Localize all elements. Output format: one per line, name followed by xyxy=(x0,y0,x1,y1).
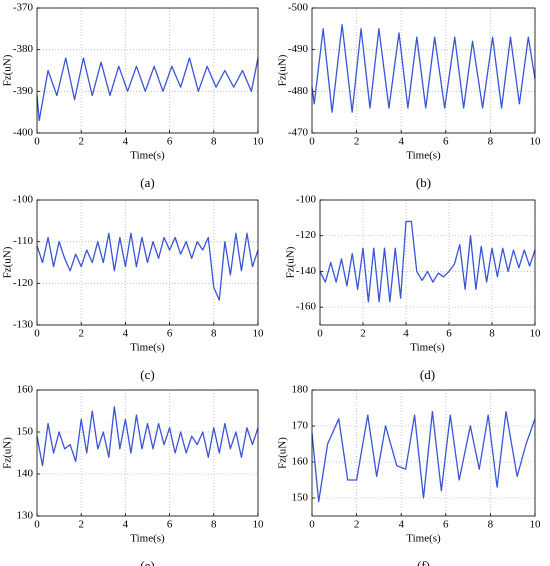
plot-frame xyxy=(319,199,536,326)
x-tick-label: 0 xyxy=(34,519,40,531)
x-tick-label: 2 xyxy=(360,328,366,340)
signal-line xyxy=(311,24,536,113)
plot-frame xyxy=(36,199,259,326)
x-axis-title: Time(s) xyxy=(130,342,165,354)
x-tick-label: 0 xyxy=(309,519,315,531)
panel: 0 2 4 6 8 10 -130 -120 -110 -100 Time(s) Fz(uN) (c) xyxy=(2,194,264,382)
panel-caption: (f) xyxy=(417,558,430,566)
panel-caption: (d) xyxy=(420,367,435,382)
x-tick-label: 4 xyxy=(403,328,409,340)
y-tick-label: 130 xyxy=(17,510,34,522)
y-axis-title: Fz(uN) xyxy=(2,246,14,278)
x-tick-label: 0 xyxy=(309,136,315,148)
y-tick-label: -400 xyxy=(13,127,34,139)
x-tick-label: 0 xyxy=(34,136,40,148)
y-tick-label: -470 xyxy=(288,127,309,139)
x-tick-label: 8 xyxy=(211,328,217,340)
x-tick-label: 8 xyxy=(489,328,495,340)
y-axis-title: Fz(uN) xyxy=(285,246,297,278)
x-tick-label: 6 xyxy=(167,328,173,340)
y-tick-label: -380 xyxy=(13,43,34,55)
x-tick-label: 8 xyxy=(211,519,217,531)
x-tick-label: 8 xyxy=(488,519,494,531)
x-tick-label: 10 xyxy=(530,136,542,148)
panel: 0 2 4 6 8 10 -470 -480 -490 -500 Time(s) Fz(uN) (b) xyxy=(277,2,541,190)
y-tick-label: -390 xyxy=(13,85,34,97)
x-tick-label: 6 xyxy=(167,519,173,531)
x-tick-label: 6 xyxy=(443,519,449,531)
y-axis-title: Fz(uN) xyxy=(2,54,14,86)
x-tick-label: 2 xyxy=(78,328,84,340)
panel: 0 2 4 6 8 10 -400 -390 -380 -370 Time(s) Fz(uN) (a) xyxy=(2,2,264,190)
signal-line xyxy=(36,232,259,301)
x-axis-title: Time(s) xyxy=(406,150,441,162)
x-tick-label: 0 xyxy=(34,328,40,340)
y-tick-label: 170 xyxy=(292,420,309,432)
signal-line xyxy=(319,220,536,303)
y-axis-title: Fz(uN) xyxy=(2,437,14,469)
y-axis-title: Fz(uN) xyxy=(277,54,289,86)
x-tick-label: 4 xyxy=(398,136,404,148)
x-tick-label: 2 xyxy=(78,519,84,531)
panel: 0 2 4 6 8 10 150 160 170 180 Time(s) Fz(uN) (f) xyxy=(277,384,541,566)
x-tick-label: 10 xyxy=(253,519,265,531)
y-axis-title: Fz(uN) xyxy=(277,437,289,469)
panel-caption: (e) xyxy=(140,558,154,566)
plot-frame xyxy=(36,389,259,517)
panel: 0 2 4 6 8 10 -160 -140 -120 -100 Time(s) Fz(uN) (d) xyxy=(285,194,541,382)
y-tick-label: -130 xyxy=(13,319,34,331)
x-tick-label: 4 xyxy=(123,136,129,148)
x-tick-label: 6 xyxy=(443,136,449,148)
panel-caption: (b) xyxy=(416,175,431,190)
x-tick-label: 4 xyxy=(123,519,129,531)
y-tick-label: -490 xyxy=(288,43,309,55)
x-axis-title: Time(s) xyxy=(410,342,445,354)
y-tick-label: -370 xyxy=(13,2,34,14)
x-tick-label: 6 xyxy=(167,136,173,148)
y-tick-label: 180 xyxy=(292,384,309,396)
x-tick-label: 4 xyxy=(123,328,129,340)
x-tick-label: 2 xyxy=(354,136,360,148)
panel-caption: (c) xyxy=(140,367,154,382)
x-tick-label: 6 xyxy=(446,328,452,340)
x-tick-label: 10 xyxy=(530,328,542,340)
y-tick-label: -160 xyxy=(296,301,317,313)
y-tick-label: -100 xyxy=(13,194,34,206)
y-tick-label: 140 xyxy=(17,468,34,480)
x-axis-title: Time(s) xyxy=(130,533,165,545)
x-tick-label: 10 xyxy=(253,136,265,148)
y-tick-label: -100 xyxy=(296,194,317,206)
x-tick-label: 10 xyxy=(530,519,542,531)
y-tick-label: 160 xyxy=(17,384,34,396)
x-tick-label: 4 xyxy=(398,519,404,531)
y-tick-label: -140 xyxy=(296,265,317,277)
x-axis-title: Time(s) xyxy=(130,150,165,162)
x-tick-label: 2 xyxy=(78,136,84,148)
x-tick-label: 0 xyxy=(317,328,323,340)
signal-line xyxy=(311,410,536,503)
y-tick-label: 150 xyxy=(292,492,309,504)
panel-caption: (a) xyxy=(140,175,154,190)
y-tick-label: -500 xyxy=(288,2,309,14)
y-tick-label: -120 xyxy=(13,277,34,289)
signal-line xyxy=(36,57,259,122)
plot-frame xyxy=(311,389,536,517)
signal-line xyxy=(36,406,259,467)
panel: 0 2 4 6 8 10 130 140 150 160 Time(s) Fz(uN) (e) xyxy=(2,384,264,566)
y-tick-label: -110 xyxy=(13,235,33,247)
y-tick-label: 160 xyxy=(292,456,309,468)
plot-frame xyxy=(36,7,259,134)
x-tick-label: 10 xyxy=(253,328,265,340)
plot-frame xyxy=(311,7,536,134)
x-tick-label: 8 xyxy=(488,136,494,148)
x-tick-label: 2 xyxy=(354,519,360,531)
y-tick-label: -120 xyxy=(296,229,317,241)
y-tick-label: 150 xyxy=(17,426,34,438)
x-axis-title: Time(s) xyxy=(406,533,441,545)
y-tick-label: -480 xyxy=(288,85,309,97)
x-tick-label: 8 xyxy=(211,136,217,148)
